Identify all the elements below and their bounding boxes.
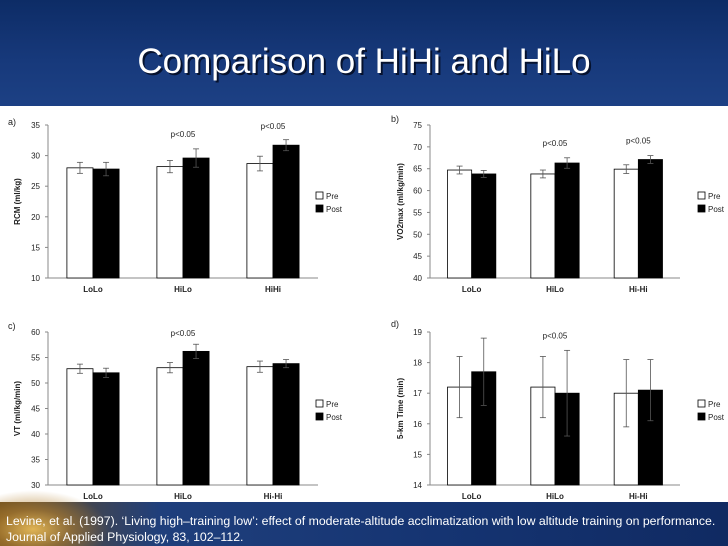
- bar-post-hilo: [554, 162, 580, 279]
- x-tick-label: HiLo: [546, 285, 564, 294]
- bar-pre-hilo: [156, 367, 184, 486]
- charts-svg: a) 10 15 20 25 30 35 RCM (ml/kg) LoLo HiLo HiHi p<0…: [8, 114, 725, 501]
- y-tick-label: 40: [31, 430, 40, 439]
- bar-pre-lolo: [447, 169, 473, 279]
- y-tick-label: 18: [413, 359, 422, 368]
- y-tick-label: 45: [413, 252, 422, 261]
- y-tick-label: 60: [31, 328, 40, 337]
- p-value-annotation: p<0.05: [171, 329, 196, 338]
- y-tick-label: 55: [31, 354, 40, 363]
- bar-pre-hi-hi: [613, 168, 639, 279]
- bar-pre-lolo: [66, 167, 94, 279]
- x-tick-label: Hi-Hi: [629, 492, 648, 501]
- legend-label-pre: Pre: [326, 192, 339, 201]
- y-tick-label: 35: [31, 456, 40, 465]
- y-tick-label: 50: [31, 379, 40, 388]
- y-tick-label: 35: [31, 121, 40, 130]
- legend-swatch-post: [697, 204, 706, 213]
- y-tick-label: 65: [413, 165, 422, 174]
- bar-pre-hilo: [156, 166, 184, 279]
- y-tick-label: 25: [31, 182, 40, 191]
- x-tick-label: HiLo: [174, 285, 192, 294]
- y-tick-label: 30: [31, 481, 40, 490]
- legend-swatch-post: [315, 412, 324, 421]
- y-tick-label: 14: [413, 481, 422, 490]
- x-tick-label: LoLo: [83, 285, 103, 294]
- x-tick-label: Hi-Hi: [629, 285, 648, 294]
- x-tick-label: Hi-Hi: [264, 492, 283, 501]
- legend-swatch-pre: [697, 399, 706, 408]
- p-value-annotation: p<0.05: [543, 331, 568, 340]
- slide-title: Comparison of HiHi and HiLo: [137, 42, 591, 81]
- legend-label-pre: Pre: [708, 400, 721, 409]
- legend-label-post: Post: [708, 413, 725, 422]
- legend-label-post: Post: [326, 205, 343, 214]
- legend-swatch-post: [315, 204, 324, 213]
- y-tick-label: 16: [413, 420, 422, 429]
- bar-post-lolo: [471, 173, 497, 279]
- chart-area: a) 10 15 20 25 30 35 RCM (ml/kg) LoLo HiLo HiHi p<0…: [0, 110, 728, 502]
- legend-label-post: Post: [708, 205, 725, 214]
- y-tick-label: 55: [413, 208, 422, 217]
- x-tick-label: HiLo: [174, 492, 192, 501]
- citation-text: Levine, et al. (1997). ‘Living high–trai…: [6, 514, 716, 544]
- bar-pre-hihi: [246, 163, 274, 279]
- y-tick-label: 60: [413, 187, 422, 196]
- y-tick-label: 70: [413, 143, 422, 152]
- y-tick-label: 10: [31, 274, 40, 283]
- x-tick-label: HiHi: [265, 285, 281, 294]
- legend-label-post: Post: [326, 413, 343, 422]
- y-tick-label: 19: [413, 328, 422, 337]
- bar-post-lolo: [92, 372, 120, 486]
- bar-post-hi-hi: [272, 363, 300, 486]
- legend-swatch-pre: [315, 399, 324, 408]
- chart-panel-b: b) 40 45 50 55 60 65 70 75 VO2max (ml/kg/min) LoLo…: [391, 114, 725, 294]
- panel-label: a): [8, 117, 16, 127]
- footer-decoration: [0, 490, 110, 546]
- p-value-annotation: p<0.05: [626, 137, 651, 146]
- p-value-annotation: p<0.05: [543, 139, 568, 148]
- y-tick-label: 30: [31, 152, 40, 161]
- p-value-annotation: p<0.05: [171, 130, 196, 139]
- bar-post-hilo: [182, 157, 210, 279]
- y-tick-label: 75: [413, 121, 422, 130]
- x-tick-label: LoLo: [462, 285, 482, 294]
- y-tick-label: 50: [413, 230, 422, 239]
- y-axis-title: RCM (ml/kg): [13, 178, 22, 225]
- panel-label: d): [391, 319, 399, 329]
- y-axis-title: VT (ml/kg/min): [13, 381, 22, 436]
- bar-post-hilo: [182, 350, 210, 486]
- bar-pre-lolo: [66, 368, 94, 486]
- y-tick-label: 40: [413, 274, 422, 283]
- bar-pre-hi-hi: [246, 366, 274, 486]
- y-axis-title: 5-km Time (min): [396, 378, 405, 440]
- y-tick-label: 17: [413, 389, 422, 398]
- title-divider: [0, 106, 728, 110]
- panel-label: b): [391, 114, 399, 124]
- legend-label-pre: Pre: [708, 192, 721, 201]
- bar-post-hi-hi: [637, 159, 663, 279]
- bar-post-lolo: [92, 168, 120, 279]
- panel-label: c): [8, 321, 16, 331]
- y-tick-label: 45: [31, 405, 40, 414]
- legend-swatch-pre: [315, 191, 324, 200]
- bar-pre-hilo: [530, 173, 556, 279]
- y-tick-label: 20: [31, 213, 40, 222]
- footer-band: [0, 502, 728, 546]
- legend-label-pre: Pre: [326, 400, 339, 409]
- y-tick-label: 15: [413, 450, 422, 459]
- legend-swatch-post: [697, 412, 706, 421]
- chart-panel-a: a) 10 15 20 25 30 35 RCM (ml/kg) LoLo HiLo HiHi p<0…: [8, 117, 343, 294]
- y-axis-title: VO2max (ml/kg/min): [396, 163, 405, 240]
- chart-panel-d: d) 14 15 16 17 18 19 5-km Time (min) LoLo HiLo Hi-…: [391, 319, 725, 501]
- x-tick-label: HiLo: [546, 492, 564, 501]
- y-tick-label: 15: [31, 243, 40, 252]
- title-band: [0, 0, 728, 110]
- p-value-annotation: p<0.05: [261, 122, 286, 131]
- bar-post-hihi: [272, 144, 300, 279]
- legend-swatch-pre: [697, 191, 706, 200]
- x-tick-label: LoLo: [462, 492, 482, 501]
